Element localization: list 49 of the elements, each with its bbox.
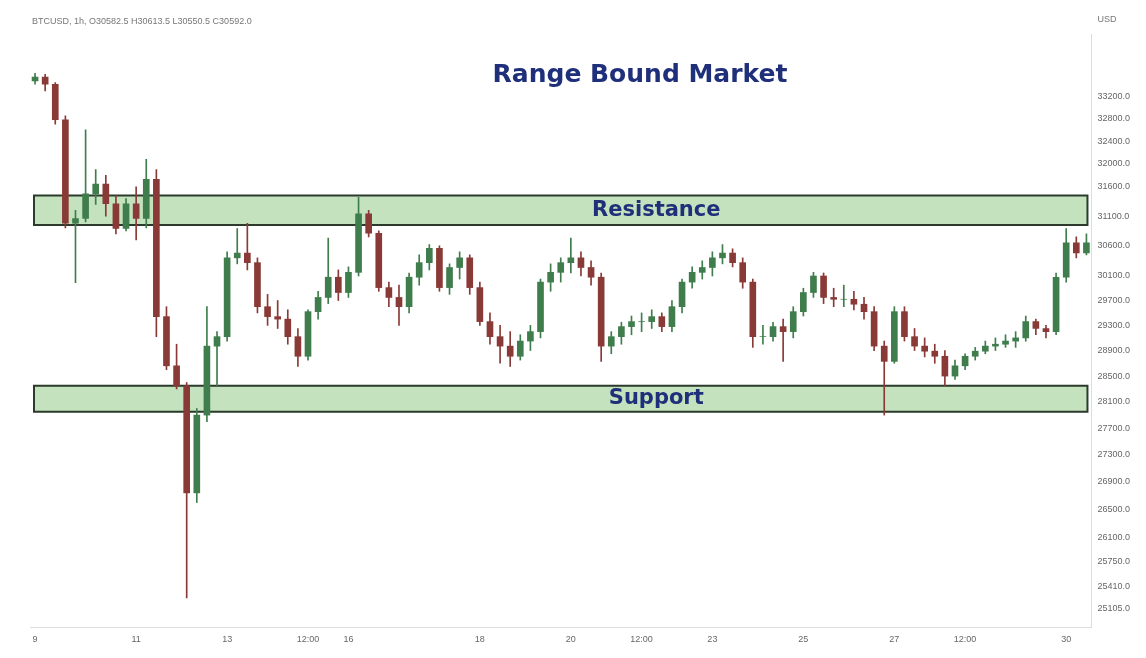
y-tick-label: 26100.0 [1097, 531, 1131, 542]
x-tick-label: 12:00 [296, 634, 320, 645]
x-tick-label: 12:00 [630, 634, 653, 645]
candlestick [779, 318, 787, 362]
x-tick-label: 23 [707, 634, 718, 645]
x-tick-label: 25 [798, 634, 809, 645]
y-tick-label: 27700.0 [1097, 422, 1131, 433]
band-label: Support [608, 385, 704, 410]
x-tick-label: 30 [1061, 634, 1072, 645]
y-tick-label: 31600.0 [1097, 181, 1131, 192]
x-tick-label: 13 [222, 634, 233, 645]
x-tick-label: 11 [131, 634, 141, 645]
y-tick-label: 27300.0 [1097, 449, 1131, 460]
candlestick [496, 325, 504, 364]
band-label: Resistance [592, 196, 721, 221]
y-tick-label: 30600.0 [1097, 240, 1131, 251]
text: BTCUSD, 1h, O30582.5 H30613.5 L30550.5 C30592.0 [32, 16, 252, 27]
y-tick-label: 26900.0 [1097, 476, 1131, 487]
x-tick-label: 20 [565, 634, 576, 645]
y-tick-label: 29700.0 [1097, 295, 1131, 305]
y-tick-label: 26500.0 [1097, 503, 1131, 514]
y-tick-label: 30100.0 [1097, 270, 1131, 281]
candlestick [233, 228, 241, 265]
y-tick-label: 31100.0 [1097, 210, 1130, 221]
y-axis-title: USD [1097, 14, 1117, 25]
candlestick [274, 300, 282, 329]
y-tick-label: 32000.0 [1097, 158, 1131, 169]
text: Range Bound Market [492, 58, 788, 88]
candlestick [830, 287, 838, 308]
x-tick-label: 18 [474, 634, 485, 645]
y-tick-label: 25410.0 [1097, 580, 1131, 591]
x-tick-label: 12:00 [953, 634, 977, 645]
y-tick-label: 28500.0 [1097, 370, 1131, 381]
y-tick-label: 33200.0 [1097, 90, 1131, 101]
y-tick-label: 25750.0 [1097, 556, 1131, 567]
x-tick-label: 27 [889, 634, 900, 645]
y-tick-label: 28100.0 [1097, 396, 1131, 407]
candlestick [759, 325, 767, 345]
x-tick-label: 9 [32, 634, 38, 645]
candlestick [880, 340, 888, 416]
y-tick-label: 25105.0 [1097, 602, 1131, 613]
y-tick-label: 28900.0 [1097, 345, 1131, 356]
y-tick-label: 29300.0 [1097, 319, 1131, 330]
candlestick [395, 284, 403, 326]
y-tick-label: 32800.0 [1097, 113, 1131, 124]
candlestick [840, 284, 848, 308]
x-tick-label: 16 [343, 634, 354, 645]
y-tick-label: 32400.0 [1097, 135, 1131, 146]
candlestick [213, 331, 221, 387]
